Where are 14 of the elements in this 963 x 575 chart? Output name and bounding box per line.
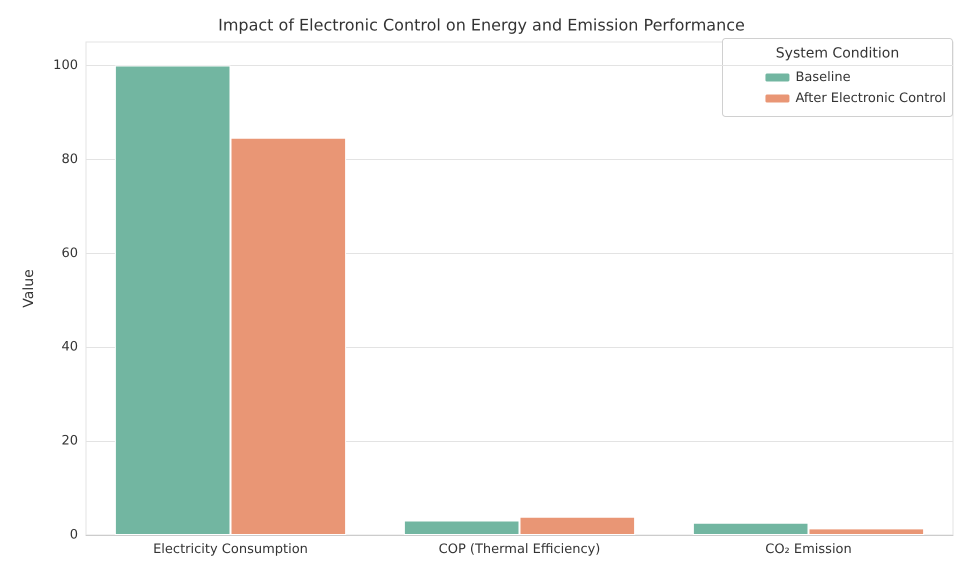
y-tick-label: 80 bbox=[61, 152, 78, 167]
y-tick-label: 60 bbox=[61, 246, 78, 261]
y-tick-label: 100 bbox=[53, 58, 78, 73]
legend-label: Baseline bbox=[795, 70, 851, 85]
x-tick-label: COP (Thermal Efficiency) bbox=[438, 542, 600, 557]
y-axis-title: Value bbox=[21, 269, 37, 308]
x-tick-label: Electricity Consumption bbox=[153, 542, 308, 557]
y-tick-label: 0 bbox=[70, 528, 78, 542]
y-tick-label: 40 bbox=[61, 340, 78, 355]
y-tick-label: 20 bbox=[61, 434, 78, 449]
x-tick-label: CO₂ Emission bbox=[765, 542, 852, 557]
legend-title: System Condition bbox=[776, 46, 900, 62]
legend-label: After Electronic Control bbox=[795, 91, 946, 106]
chart-title: Impact of Electronic Control on Energy and Emission Performance bbox=[218, 16, 745, 34]
